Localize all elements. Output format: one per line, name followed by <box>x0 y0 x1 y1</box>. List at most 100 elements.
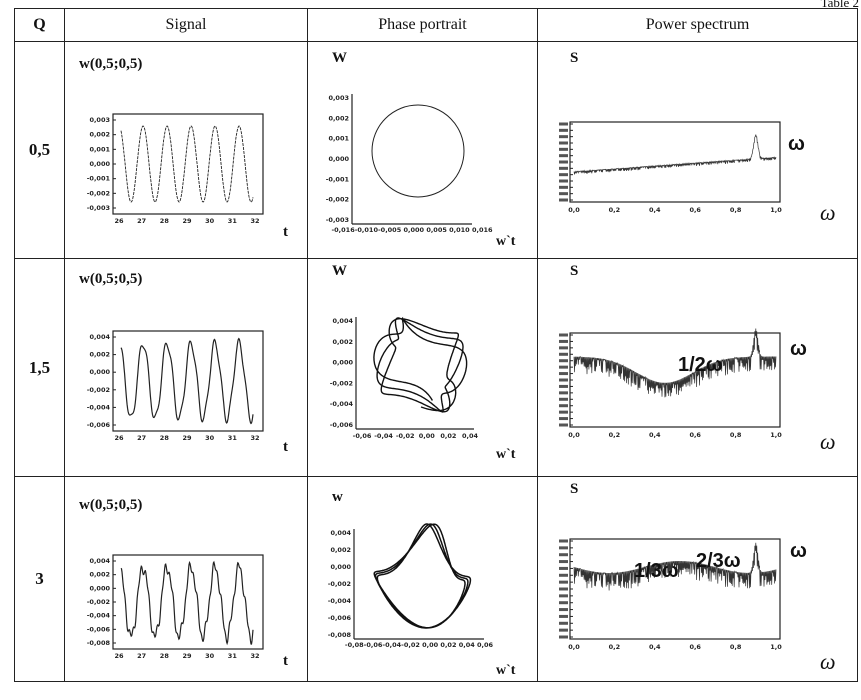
x-tick-label: 32 <box>250 217 259 225</box>
signal-cell: w(0,5;0,5) 0,004 0,002 0,000 -0,002 -0,004 -0… <box>64 258 308 477</box>
signal-title: w(0,5;0,5) <box>79 497 143 513</box>
y-tick-label: 0,002 <box>89 571 110 579</box>
spectrum-line <box>573 542 777 591</box>
y-tick-label: -0,002 <box>87 189 110 197</box>
y-tick-label <box>559 539 568 543</box>
y-tick-label <box>559 397 568 401</box>
x-tick-label: 28 <box>160 217 170 225</box>
x-tick-label: 27 <box>137 434 146 442</box>
y-tick-label <box>559 198 568 202</box>
spectrum-annotation: 2/3ω <box>696 550 741 572</box>
x-tick-label: 29 <box>182 217 192 225</box>
y-tick-label <box>559 423 568 427</box>
signal-xlabel: t <box>283 439 288 455</box>
x-tick-label: 31 <box>228 217 238 225</box>
x-tick-label: 28 <box>160 652 170 660</box>
x-tick-label: 0,02 <box>440 432 456 440</box>
spectrum-xlabel: ω <box>820 649 836 674</box>
header-spectrum: Power spectrum <box>537 8 858 42</box>
y-tick-label <box>559 359 568 363</box>
y-tick-label: 0,000 <box>89 368 110 376</box>
x-tick-label: 0,8 <box>730 431 742 439</box>
y-tick-label <box>559 384 568 388</box>
y-tick-label <box>559 372 568 376</box>
x-tick-label: 28 <box>160 434 170 442</box>
y-tick-label: -0,006 <box>87 625 111 633</box>
x-tick-label: 0,00 <box>419 432 436 440</box>
plot-frame <box>569 332 781 428</box>
x-tick-label: 0,0 <box>568 206 580 214</box>
y-tick-label: -0,004 <box>328 597 352 605</box>
plot-frame <box>112 330 264 432</box>
x-tick-label: 1,0 <box>770 431 782 439</box>
q-value: 1,5 <box>14 258 65 477</box>
spectrum-annotation: ω <box>790 540 807 562</box>
y-tick-label <box>559 391 568 395</box>
x-tick-label: 0,04 <box>462 432 479 440</box>
x-tick-label: -0,04 <box>374 432 393 440</box>
spectrum-xlabel: ω <box>820 200 836 225</box>
y-tick-label <box>559 587 568 591</box>
x-tick-label: 0,8 <box>730 206 742 214</box>
spectrum-annotation: ω <box>788 133 805 155</box>
y-tick-label <box>559 141 568 145</box>
y-tick-label <box>559 635 568 639</box>
x-tick-label: 0,0 <box>568 431 580 439</box>
x-tick-label: 31 <box>228 434 238 442</box>
y-tick-label <box>559 365 568 369</box>
x-tick-label: 0,2 <box>609 643 621 651</box>
phase-cell: W 0,003 0,002 0,001 0,000 -0,001 -0,002 -0,003… <box>307 41 538 259</box>
x-tick-label: 27 <box>137 652 146 660</box>
y-tick-label <box>559 546 568 550</box>
x-tick-label: 0,6 <box>689 431 701 439</box>
y-tick-label: -0,003 <box>326 216 349 224</box>
y-tick-label <box>559 378 568 382</box>
spectrum-cell: S 0,0 0,2 0,4 0,6 0,8 1,0 1/3ω 2/3ω ω ω <box>537 476 858 682</box>
table-row: 0,5 w(0,5;0,5) 0,003 0,002 0,001 0,000 -0,00… <box>14 41 858 259</box>
phase-plot: 0,004 0,002 0,000 -0,002 -0,004 -0,006 -0,008 -… <box>328 523 494 649</box>
table-caption: Table 2 <box>820 0 859 10</box>
y-tick-label: 0,004 <box>89 333 110 341</box>
signal-line <box>120 337 254 425</box>
y-tick-label <box>559 147 568 151</box>
spectrum-xlabel: ω <box>820 429 836 454</box>
y-tick-label <box>559 566 568 570</box>
phase-cell: w 0,004 0,002 0,000 -0,002 -0,004 -0,006 -0,00… <box>307 476 538 682</box>
y-tick-label <box>559 608 568 612</box>
y-tick-label: 0,004 <box>89 557 110 565</box>
x-tick-label: 26 <box>114 434 124 442</box>
y-tick-label: -0,008 <box>87 639 111 647</box>
y-tick-label <box>559 352 568 356</box>
y-tick-label: 0,003 <box>328 94 349 102</box>
y-tick-label: -0,006 <box>330 421 354 429</box>
x-tick-label: 0,8 <box>730 643 742 651</box>
y-tick-label <box>559 122 568 126</box>
y-tick-label <box>559 173 568 177</box>
x-tick-label: 1,0 <box>770 206 782 214</box>
x-tick-label: -0,016-0,010-0,005 0,000 0,005 0,010 0,0… <box>331 226 493 234</box>
x-tick-label: 30 <box>205 217 215 225</box>
spectrum-line <box>573 134 777 175</box>
x-tick-label: 26 <box>114 217 124 225</box>
y-tick-label: 0,004 <box>330 529 351 537</box>
signal-plot: 0,003 0,002 0,001 0,000 -0,001 -0,002 -0,003 26… <box>87 113 264 225</box>
y-tick-label: 0,002 <box>332 338 353 346</box>
y-tick-label <box>559 553 568 557</box>
phase-trajectory <box>373 316 468 413</box>
spectrum-plot: 0,0 0,2 0,4 0,6 0,8 1,0 1/3ω 2/3ω ω <box>559 538 807 651</box>
q-value: 0,5 <box>14 41 65 259</box>
y-tick-label <box>559 580 568 584</box>
y-tick-label: -0,001 <box>87 175 111 183</box>
y-tick-label <box>559 339 568 343</box>
y-tick-label <box>559 601 568 605</box>
spectrum-ylabel: S <box>570 263 579 279</box>
x-tick-label: 0,0 <box>568 643 580 651</box>
y-tick-label <box>559 573 568 577</box>
y-tick-label <box>559 128 568 132</box>
y-tick-label <box>559 346 568 350</box>
x-tick-label: 29 <box>182 652 192 660</box>
spectrum-cell: S 0,0 0,2 0,4 0,6 0,8 1,0 ω ω <box>537 41 858 259</box>
x-tick-label: 26 <box>114 652 124 660</box>
phase-xlabel: w`t <box>496 447 516 462</box>
